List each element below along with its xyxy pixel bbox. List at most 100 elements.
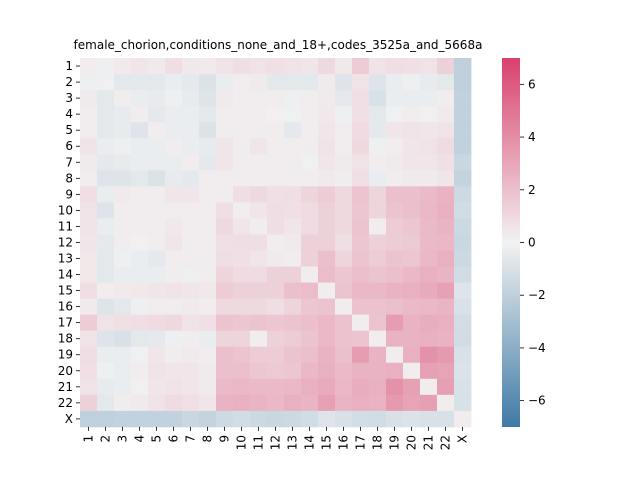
- heatmap-cell: [369, 202, 387, 219]
- heatmap-cell: [216, 58, 234, 75]
- heatmap-cell: [97, 218, 115, 235]
- y-tick-label: 2: [65, 75, 73, 89]
- heatmap-cell: [369, 170, 387, 187]
- heatmap-cell: [335, 58, 353, 75]
- heatmap-cell: [131, 282, 149, 299]
- heatmap-cell: [148, 138, 166, 155]
- heatmap-cell: [216, 362, 234, 380]
- heatmap-cell: [148, 410, 166, 428]
- heatmap-cell: [352, 58, 370, 75]
- y-tick-label: 22: [58, 396, 73, 410]
- heatmap-cell: [369, 138, 387, 155]
- heatmap-cell: [267, 234, 285, 251]
- heatmap-cell: [97, 394, 115, 412]
- heatmap-cell: [369, 218, 387, 235]
- heatmap-cell: [114, 314, 132, 332]
- heatmap-cell: [335, 138, 353, 155]
- heatmap-cell: [233, 202, 251, 219]
- heatmap-cell: [335, 394, 353, 412]
- x-tick-label: 5: [150, 435, 164, 443]
- heatmap-cell: [233, 362, 251, 380]
- x-tick-label: 7: [184, 435, 198, 443]
- heatmap-cell: [318, 154, 336, 171]
- heatmap-cell: [284, 218, 302, 235]
- x-tick-label: 19: [388, 435, 402, 450]
- x-tick-label: X: [456, 435, 470, 443]
- heatmap-cell: [318, 298, 336, 316]
- heatmap-cell: [267, 186, 285, 203]
- heatmap-cell: [131, 346, 149, 364]
- heatmap-cell: [352, 410, 370, 428]
- heatmap-cell: [386, 234, 404, 251]
- heatmap-cell: [284, 378, 302, 396]
- heatmap-cell: [199, 218, 217, 235]
- heatmap-cell: [318, 138, 336, 155]
- heatmap-cell: [369, 298, 387, 316]
- heatmap-cell: [454, 138, 472, 155]
- x-tick-label: 2: [99, 435, 113, 443]
- heatmap-cell: [148, 282, 166, 299]
- heatmap-cell: [216, 282, 234, 299]
- heatmap-cell: [318, 122, 336, 139]
- heatmap-cell: [97, 298, 115, 316]
- heatmap-cell: [182, 122, 200, 139]
- heatmap-cell: [182, 282, 200, 299]
- heatmap-cell: [301, 298, 319, 316]
- heatmap-cell: [182, 330, 200, 348]
- heatmap-cell: [420, 282, 438, 299]
- heatmap-cell: [165, 410, 183, 428]
- heatmap-cell: [97, 122, 115, 139]
- heatmap-cell: [301, 138, 319, 155]
- heatmap-cell: [335, 106, 353, 123]
- heatmap-cell: [131, 410, 149, 428]
- heatmap-cell: [148, 298, 166, 316]
- x-tick-label: 21: [422, 435, 436, 450]
- heatmap-cell: [437, 58, 455, 75]
- heatmap-cell: [80, 138, 98, 155]
- heatmap-cell: [199, 266, 217, 283]
- colorbar: −6 −4 −2 0 2 4 6: [502, 58, 546, 427]
- y-tick-label: 15: [58, 284, 73, 298]
- heatmap-cell: [369, 250, 387, 267]
- heatmap-cell: [182, 410, 200, 428]
- heatmap-cell: [182, 378, 200, 396]
- heatmap-cell: [284, 186, 302, 203]
- heatmap-cell: [403, 250, 421, 267]
- heatmap-cell: [233, 218, 251, 235]
- heatmap-cell: [386, 330, 404, 348]
- heatmap-cell: [335, 170, 353, 187]
- heatmap-cell: [335, 362, 353, 380]
- heatmap-cell: [233, 154, 251, 171]
- x-tick-label: 15: [320, 435, 334, 450]
- heatmap-cell: [165, 186, 183, 203]
- heatmap-cell: [301, 234, 319, 251]
- heatmap-cell: [301, 378, 319, 396]
- heatmap-cell: [233, 58, 251, 75]
- heatmap-cell: [131, 394, 149, 412]
- heatmap-cell: [403, 154, 421, 171]
- heatmap-cell: [250, 106, 268, 123]
- heatmap-cell: [148, 106, 166, 123]
- heatmap-cell: [182, 58, 200, 75]
- y-tick-label: 3: [65, 91, 73, 105]
- heatmap-cell: [437, 74, 455, 91]
- heatmap-cell: [267, 346, 285, 364]
- heatmap-cell: [335, 314, 353, 332]
- heatmap-cell: [335, 266, 353, 283]
- heatmap-cell: [301, 154, 319, 171]
- heatmap-cell: [454, 410, 472, 428]
- heatmap-cell: [386, 90, 404, 107]
- heatmap-cell: [182, 90, 200, 107]
- x-tick-label: 11: [252, 435, 266, 450]
- heatmap-cell: [216, 234, 234, 251]
- heatmap-cell: [318, 378, 336, 396]
- heatmap-cell: [369, 58, 387, 75]
- heatmap-cell: [386, 122, 404, 139]
- heatmap-cell: [454, 74, 472, 91]
- heatmap-cell: [165, 58, 183, 75]
- heatmap-cell: [182, 74, 200, 91]
- heatmap-cell: [318, 234, 336, 251]
- heatmap-cell: [284, 410, 302, 428]
- heatmap-cell: [131, 202, 149, 219]
- heatmap-cell: [386, 410, 404, 428]
